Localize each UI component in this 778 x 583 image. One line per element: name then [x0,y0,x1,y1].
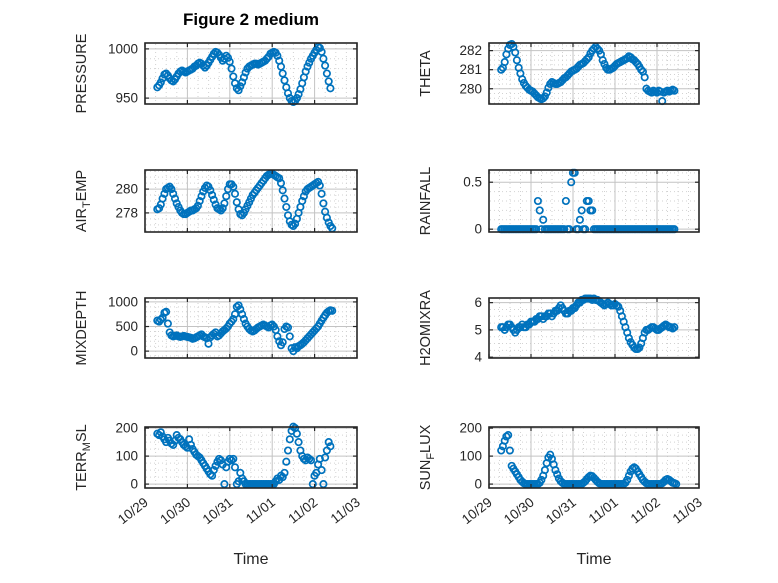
y-tick-label: 0.5 [463,175,482,190]
y-tick-label: 0 [130,344,138,359]
y-tick-label: 500 [115,319,138,334]
y-tick-label: 100 [115,449,138,464]
x-tick-label: 11/02 [285,495,320,527]
panel-pressure: 950 1000 PRESSURE [74,33,358,113]
y-axis-label-pressure: PRESSURE [74,33,90,113]
series-sun-flux [497,431,681,489]
y-tick-label: 6 [474,295,482,310]
y-tick-label: 0 [474,222,482,237]
x-axis-label-right: Time [576,551,612,568]
x-tick-label: 10/30 [157,495,193,528]
y-axis-label-theta: THETA [418,50,434,97]
y-tick-label: 4 [474,350,482,365]
panel-rainfall: 0 0.5 RAINFALL [418,167,700,237]
series-theta [497,39,679,106]
x-tick-label: 10/29 [459,495,495,528]
y-tick-label: 0 [130,477,138,492]
series-air-temp [153,169,337,233]
panel-h2omixra: 4 5 6 H2OMIXRA [418,290,700,366]
y-axis-label-mixdepth: MIXDEPTH [74,291,90,366]
x-tick-label: 10/30 [501,495,537,528]
y-tick-label: 200 [115,421,138,436]
y-tick-label: 0 [474,477,482,492]
y-tick-label: 100 [459,449,482,464]
series-terr-msl [153,422,335,489]
y-axis-label-h2omixra: H2OMIXRA [418,290,434,366]
panel-sun-flux: 0 100 200 SUNFLUX 10/29 10/30 10/31 11/01 11/02 1… [418,421,705,528]
y-axis-label-sun-flux: SUNFLUX [418,424,437,490]
y-tick-label: 950 [115,91,138,106]
panel-theta: 280 281 282 THETA [418,39,700,106]
y-axis-label-terr-msl: TERRMSL [74,424,93,490]
series-mixdepth [153,301,337,356]
y-tick-label: 280 [459,81,482,96]
panel-mixdepth: 0 500 1000 MIXDEPTH [74,291,358,366]
x-tick-label: 11/02 [628,495,663,527]
x-tick-label: 10/29 [115,495,151,528]
x-tick-label: 10/31 [543,495,579,528]
y-tick-label: 280 [115,182,138,197]
y-tick-label: 281 [459,62,482,77]
series-pressure [153,42,335,107]
series-h2omixra [497,294,679,354]
y-tick-label: 5 [474,322,482,337]
y-tick-label: 1000 [108,41,138,56]
y-axis-label-air-temp: AIRTEMP [74,170,93,232]
panel-terr-msl: 0 100 200 TERRMSL 10/29 10/30 10/31 11/01 11/02 1… [74,421,363,528]
x-axis-label-left: Time [233,551,269,568]
x-tick-label: 11/01 [243,495,278,527]
panel-air-temp: 278 280 AIRTEMP [74,169,358,233]
y-tick-label: 1000 [108,294,138,309]
y-axis-label-rainfall: RAINFALL [418,167,434,236]
y-tick-label: 200 [459,421,482,436]
y-tick-label: 282 [459,43,482,58]
x-tick-label: 11/03 [328,495,363,527]
y-tick-label: 278 [115,205,138,220]
x-tick-label: 10/31 [200,495,236,528]
x-tick-label: 11/03 [670,495,705,527]
x-tick-label: 11/01 [586,495,621,527]
figure-title: Figure 2 medium [182,10,320,29]
